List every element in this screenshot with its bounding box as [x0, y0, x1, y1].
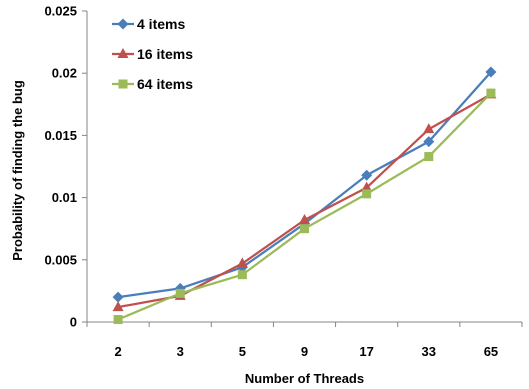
legend-label: 4 items — [137, 16, 185, 32]
x-tick-label: 9 — [301, 344, 308, 359]
series-group — [112, 66, 497, 325]
data-point — [112, 301, 124, 312]
legend: 4 items 16 items 64 items — [112, 16, 193, 92]
y-axis-title: Probability of finding the bug — [10, 80, 25, 261]
x-tick-label: 2 — [114, 344, 121, 359]
x-axis-title: Number of Threads — [245, 371, 364, 386]
legend-item: 64 items — [112, 76, 193, 92]
series-line — [117, 92, 492, 321]
legend-item: 4 items — [112, 16, 185, 32]
series-2 — [112, 88, 497, 312]
data-point — [175, 288, 185, 298]
data-point — [112, 291, 124, 303]
data-point — [113, 315, 123, 325]
series-3 — [113, 88, 496, 325]
x-tick-label: 33 — [422, 344, 436, 359]
legend-marker — [117, 48, 129, 58]
y-tick-label: 0.005 — [44, 252, 77, 267]
data-point — [236, 257, 248, 268]
series-1 — [112, 66, 497, 303]
legend-label: 64 items — [137, 76, 193, 92]
data-point — [485, 66, 497, 78]
legend-label: 16 items — [137, 46, 193, 62]
legend-marker — [118, 79, 128, 89]
data-point — [361, 181, 373, 192]
series-line — [117, 71, 492, 299]
y-tick-label: 0.015 — [44, 128, 77, 143]
data-point — [424, 152, 434, 162]
data-point — [486, 88, 496, 98]
x-tick-label: 3 — [177, 344, 184, 359]
data-point — [300, 224, 309, 234]
data-point — [423, 136, 435, 148]
x-tick-label: 17 — [359, 344, 373, 359]
y-tick-label: 0.01 — [52, 190, 77, 205]
y-tick-label: 0.025 — [44, 4, 77, 19]
data-point — [299, 213, 310, 224]
y-tick-label: 0.02 — [52, 66, 77, 81]
series-line — [117, 93, 492, 309]
data-point — [361, 169, 373, 181]
data-point — [362, 189, 372, 199]
y-tick-label: 0 — [70, 315, 77, 330]
legend-marker — [117, 18, 129, 30]
x-tick-label: 5 — [239, 344, 246, 359]
axes — [82, 10, 523, 327]
data-point — [237, 270, 247, 280]
x-tick-label: 65 — [484, 344, 498, 359]
y-tick-labels: 0 0.005 0.01 0.015 0.02 0.025 — [44, 4, 77, 330]
data-point — [423, 123, 435, 134]
x-tick-labels: 2 3 5 9 17 33 65 — [114, 344, 498, 359]
legend-item: 16 items — [112, 46, 193, 62]
